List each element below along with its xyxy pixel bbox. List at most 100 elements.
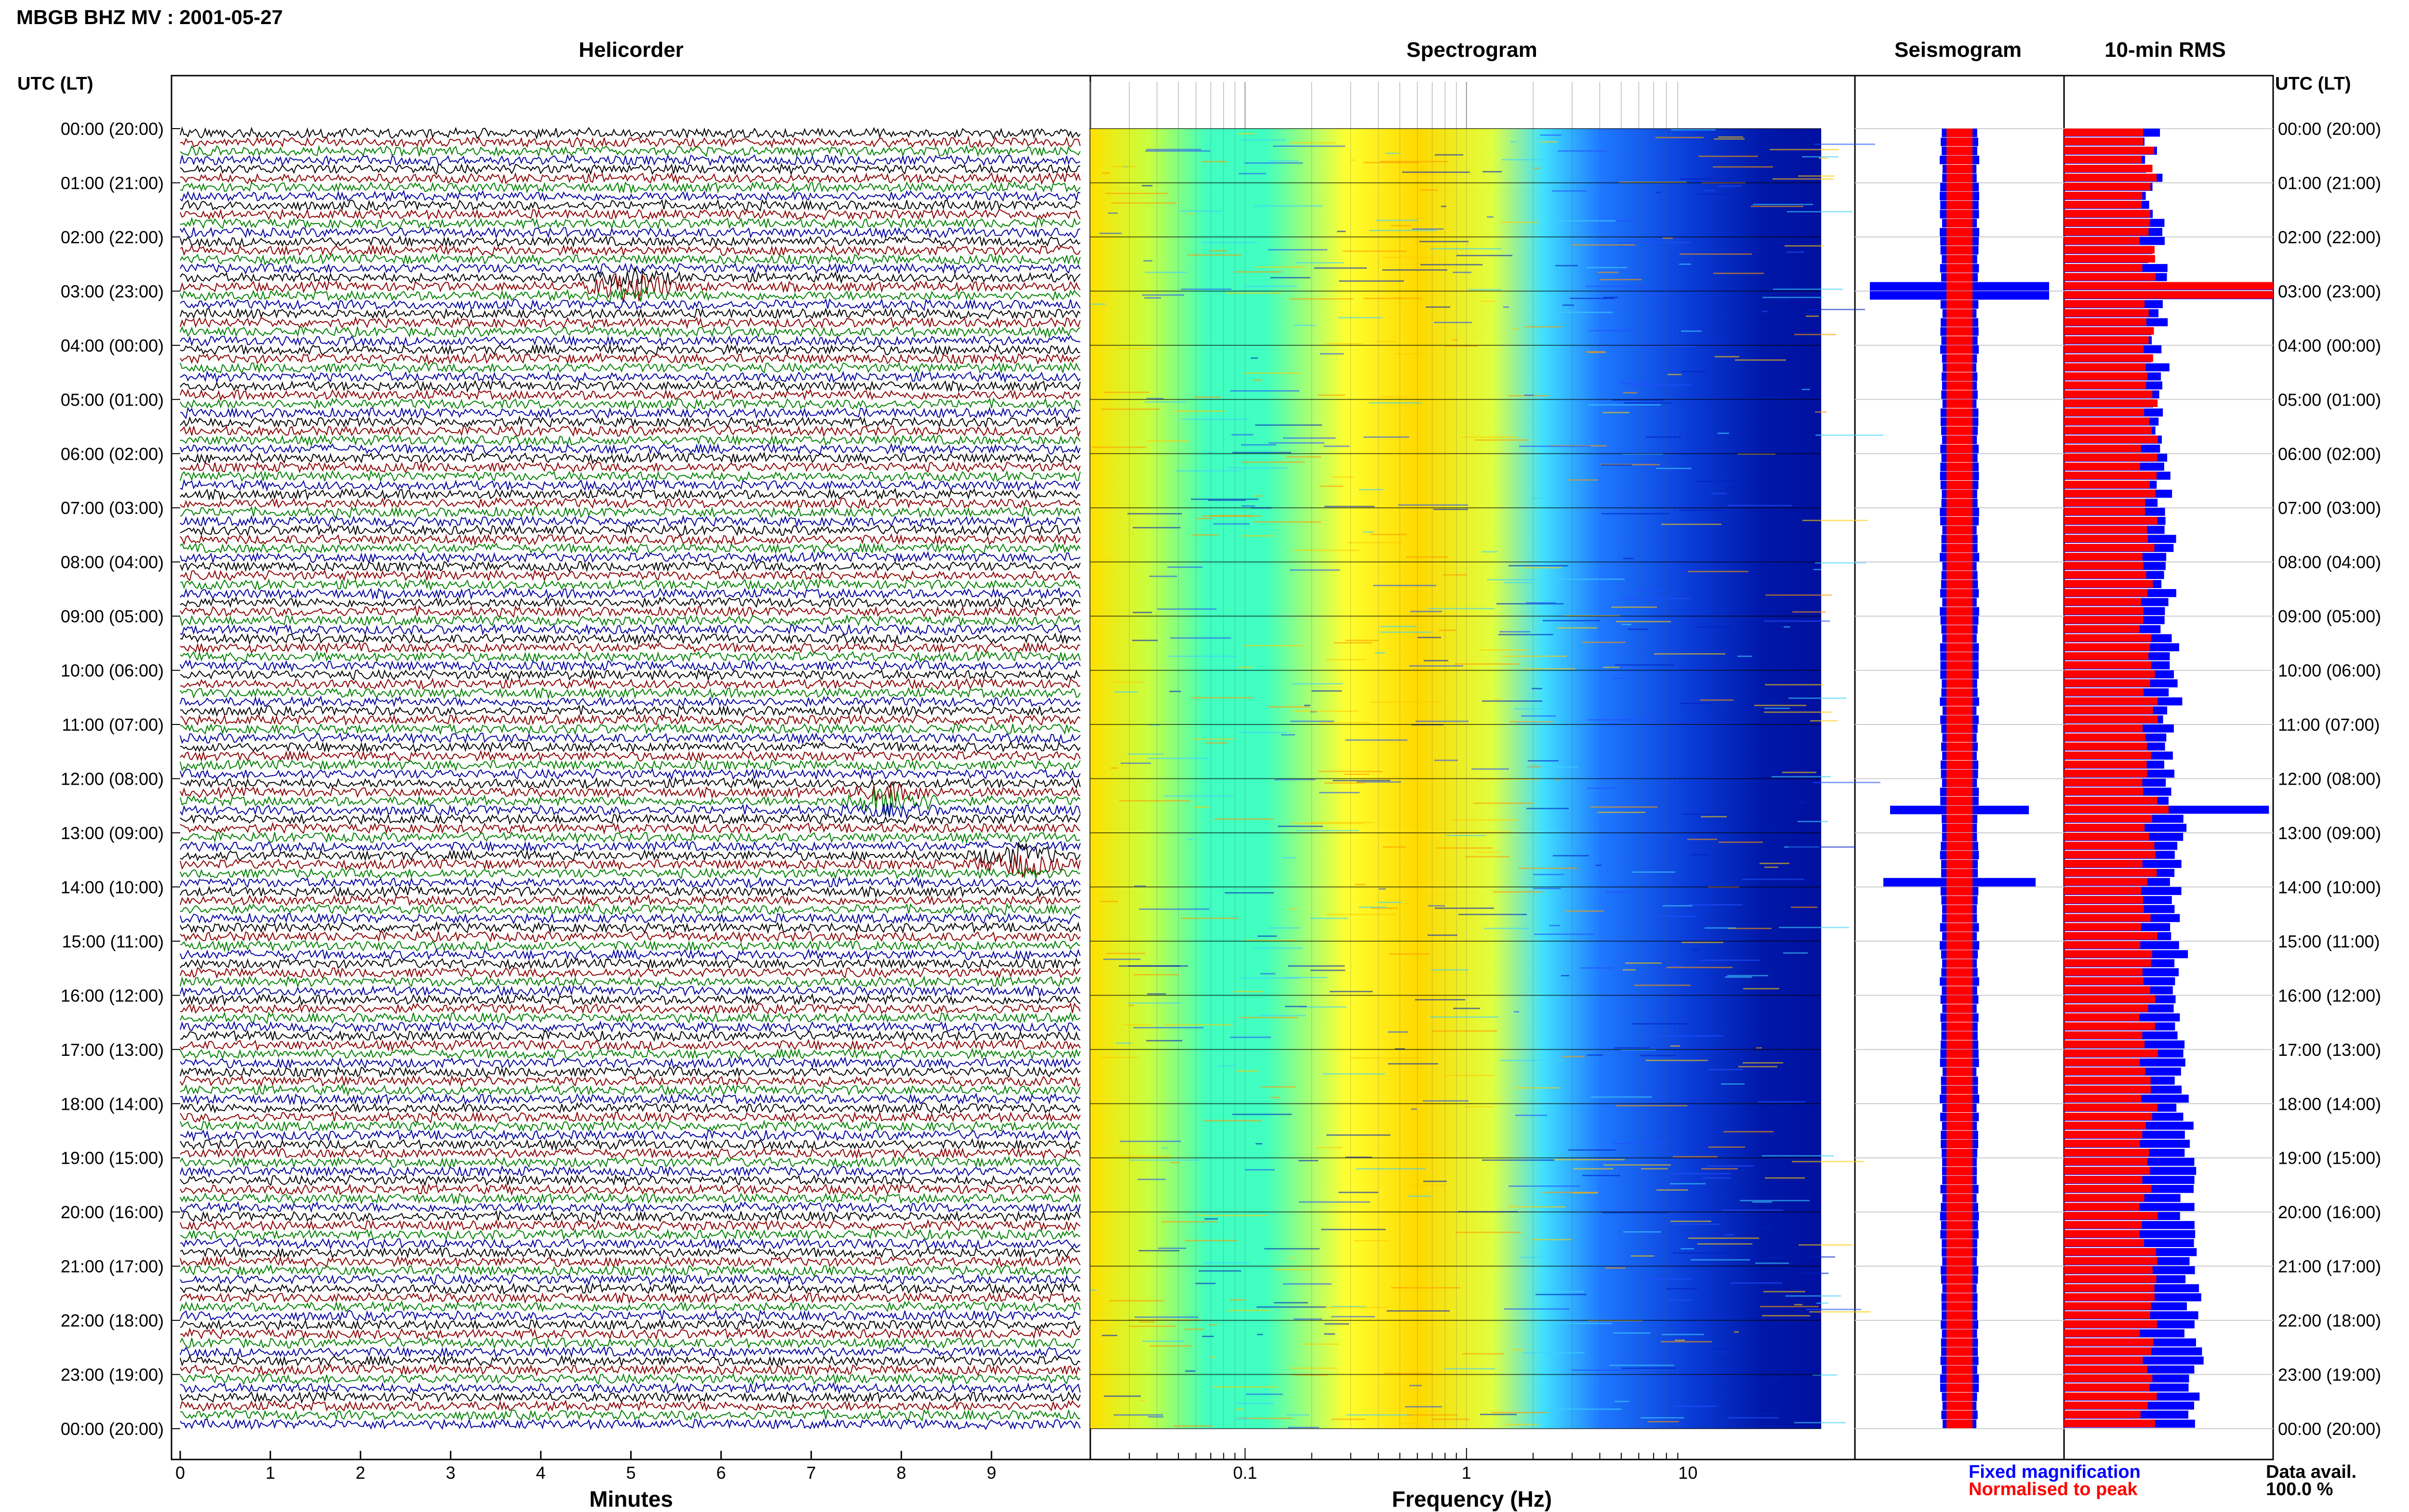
seismogram-bar-normalised (1946, 778, 1972, 788)
spectrogram-streak (1202, 161, 1228, 162)
hour-tick-label: 06:00 (02:00) (2278, 444, 2381, 464)
spectrogram-streak (1661, 524, 1721, 525)
helicorder-trace (180, 1030, 1081, 1043)
helicorder-trace (180, 659, 1081, 672)
spectrogram-streak (1774, 1377, 1780, 1378)
spectrogram-streak (1632, 871, 1675, 873)
spectrogram-streak (1114, 691, 1138, 693)
spectrogram-streak (1701, 1168, 1738, 1170)
spectrogram-streak (1158, 1248, 1186, 1249)
minutes-axis-title: Minutes (589, 1486, 673, 1512)
spectrogram-streak (1102, 172, 1110, 174)
spectrogram-streak (1380, 631, 1431, 633)
spectrogram-streak (1434, 322, 1472, 323)
spectrogram-streak (1286, 456, 1321, 458)
seismogram-bar-normalised (1946, 598, 1972, 607)
spectrogram-streak (1139, 908, 1209, 910)
helicorder-trace (180, 1083, 1081, 1097)
spectrogram-streak (1202, 515, 1261, 517)
right-hour-tick-labels: 00:00 (20:00) 01:00 (21:00) 02:00 (22:00) 0… (2278, 119, 2381, 1439)
spectrogram-streak (1510, 141, 1517, 143)
spectrogram-streak (1794, 1422, 1846, 1423)
spectrogram-streak (1439, 630, 1456, 631)
spectrogram-streak (1537, 1291, 1584, 1292)
spectrogram-streak (1616, 220, 1638, 222)
spectrogram-streak (1428, 905, 1445, 907)
spectrogram-streak (1615, 1401, 1629, 1402)
spectrogram-streak (1565, 910, 1604, 912)
helicorder-trace (180, 1047, 1081, 1061)
spectrogram-streak (1515, 1115, 1547, 1116)
spectrogram-streak (1239, 977, 1300, 979)
seismogram-bar-normalised (1946, 661, 1972, 670)
seismogram-bar-normalised (1946, 589, 1972, 598)
rms-bar-normalised (2064, 309, 2149, 317)
spectrogram-streak (1146, 149, 1201, 150)
spectrogram-streak (1244, 286, 1297, 287)
hour-tick-label: 20:00 (16:00) (2278, 1202, 2381, 1222)
helicorder-trace (180, 1065, 1081, 1078)
seismogram-bar-normalised (1946, 1203, 1972, 1212)
helicorder-trace (180, 840, 1081, 853)
spectrogram-streak (1146, 398, 1164, 399)
spectrogram-streak (1551, 1323, 1612, 1324)
spectrogram-streak (1453, 272, 1471, 273)
spectrogram-streak (1501, 222, 1538, 223)
spectrogram-streak (1591, 1096, 1652, 1098)
rms-bar-normalised (2064, 327, 2154, 335)
rms-bar-normalised (2064, 453, 2158, 461)
spectrogram-streak (1603, 297, 1618, 298)
helicorder-trace (180, 1174, 1081, 1187)
spectrogram-streak (1121, 763, 1151, 764)
right-utc-axis-title: UTC (LT) (2275, 74, 2351, 94)
seismogram-bar-normalised (1946, 1004, 1972, 1013)
spectrogram-streak (1375, 341, 1396, 342)
seismogram-bar-normalised (1946, 508, 1972, 516)
spectrogram-streak (1320, 486, 1343, 487)
spectrogram-streak (1765, 1177, 1805, 1179)
spectrogram-streak (1411, 1108, 1417, 1110)
spectrogram-streak (1590, 806, 1657, 808)
seismogram-bar-normalised (1946, 381, 1972, 390)
spectrogram-streak (1304, 705, 1310, 706)
minutes-tick-label: 0 (175, 1463, 185, 1483)
spectrogram-streak (1623, 1231, 1661, 1233)
hour-tick-label: 17:00 (13:00) (2278, 1040, 2381, 1060)
spectrogram-streak (1230, 390, 1299, 392)
helicorder-trace (180, 1056, 1081, 1070)
spectrogram-streak (1602, 513, 1669, 514)
rms-bar-normalised (2064, 1140, 2140, 1147)
seismogram-bar-normalised (1946, 309, 1972, 318)
spectrogram-streak (1432, 1030, 1497, 1032)
helicorder-trace (180, 162, 1081, 176)
seismogram-bar-normalised (1946, 1212, 1972, 1221)
spectrogram-streak (1482, 700, 1542, 702)
seismogram-bar-normalised (1946, 1067, 1972, 1076)
spectrogram-streak (1602, 1212, 1668, 1213)
rms-bar-normalised (2064, 1311, 2150, 1319)
helicorder-trace (180, 189, 1081, 202)
spectrogram-streak (1406, 556, 1448, 558)
spectrogram-streak (1378, 902, 1402, 903)
spectrogram-streak (1135, 1316, 1198, 1318)
helicorder-trace (180, 487, 1081, 501)
spectrogram-streak (1238, 732, 1287, 733)
spectrogram-streak (1667, 1300, 1692, 1301)
spectrogram-streak (1161, 1147, 1168, 1149)
spectrogram-streak (1165, 1024, 1232, 1026)
spectrogram-streak (1648, 1421, 1679, 1422)
spectrogram-streak (1551, 220, 1615, 222)
helicorder-trace (180, 614, 1081, 627)
helicorder-trace (180, 939, 1081, 953)
spectrogram-streak (1170, 637, 1231, 639)
spectrogram-streak (1286, 1414, 1310, 1416)
spectrogram-streak (1325, 343, 1363, 344)
spectrogram-streak (1728, 505, 1792, 506)
spectrogram-streak (1616, 1105, 1687, 1106)
spectrogram-streak (1570, 298, 1615, 299)
spectrogram-streak (1494, 698, 1500, 700)
rms-bar-normalised (2064, 345, 2144, 353)
spectrogram-streak (1581, 967, 1613, 969)
seismogram-bar-normalised (1946, 472, 1972, 480)
spectrogram-streak (1528, 760, 1559, 762)
